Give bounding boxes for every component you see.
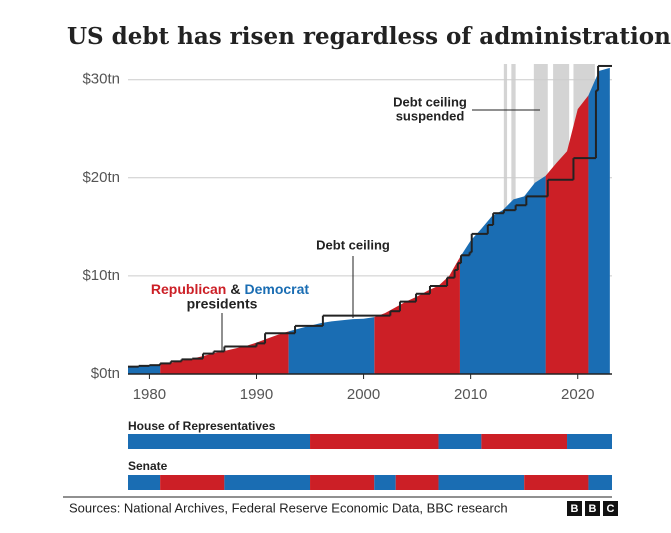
y-tick-label: $30tn bbox=[82, 71, 120, 88]
x-tick-label: 2010 bbox=[454, 386, 487, 403]
debt-area bbox=[288, 317, 375, 374]
x-tick-label: 1990 bbox=[240, 386, 273, 403]
logo-letter: C bbox=[607, 503, 615, 515]
logo-box bbox=[585, 501, 600, 516]
legend: Republican & Democrat bbox=[151, 281, 310, 297]
annotation: Debt ceiling bbox=[316, 237, 390, 252]
congress-segment bbox=[438, 475, 525, 490]
congress-label: Senate bbox=[128, 459, 168, 473]
x-tick-label: 1980 bbox=[133, 386, 166, 403]
congress-segment bbox=[160, 475, 225, 490]
debt-area bbox=[459, 175, 546, 374]
annotation: Debt ceiling bbox=[393, 94, 467, 109]
legend-entry: Republican bbox=[151, 281, 226, 297]
congress-label: House of Representatives bbox=[128, 419, 276, 433]
congress-segment bbox=[588, 475, 612, 490]
x-tick-label: 2000 bbox=[347, 386, 380, 403]
congress-segment bbox=[567, 434, 612, 449]
legend-entry: Democrat bbox=[245, 281, 310, 297]
y-tick-label: $10tn bbox=[82, 267, 120, 284]
chart-title: US debt has risen regardless of administ… bbox=[67, 23, 671, 50]
debt-area bbox=[545, 95, 589, 375]
source: Sources: National Archives, Federal Rese… bbox=[69, 500, 508, 515]
annotation: suspended bbox=[396, 108, 465, 123]
y-tick-label: $20tn bbox=[82, 169, 120, 186]
legend-caption: presidents bbox=[187, 296, 258, 312]
logo-box bbox=[567, 501, 582, 516]
y-tick-label: $0tn bbox=[91, 365, 120, 382]
legend-entry: & bbox=[230, 281, 240, 297]
congress-segment bbox=[438, 434, 482, 449]
debt-area bbox=[160, 331, 289, 374]
congress-segment bbox=[481, 434, 568, 449]
congress-segment bbox=[395, 475, 439, 490]
logo-letter: B bbox=[589, 503, 597, 515]
congress-segment bbox=[310, 434, 439, 449]
congress-segment bbox=[128, 475, 161, 490]
congress-segment bbox=[310, 475, 375, 490]
debt-area bbox=[588, 67, 610, 375]
logo-box bbox=[603, 501, 618, 516]
x-tick-label: 2020 bbox=[561, 386, 594, 403]
congress-segment bbox=[524, 475, 589, 490]
congress-segment bbox=[128, 434, 311, 449]
congress-segment bbox=[224, 475, 311, 490]
logo-letter: B bbox=[571, 503, 579, 515]
congress-segment bbox=[374, 475, 396, 490]
